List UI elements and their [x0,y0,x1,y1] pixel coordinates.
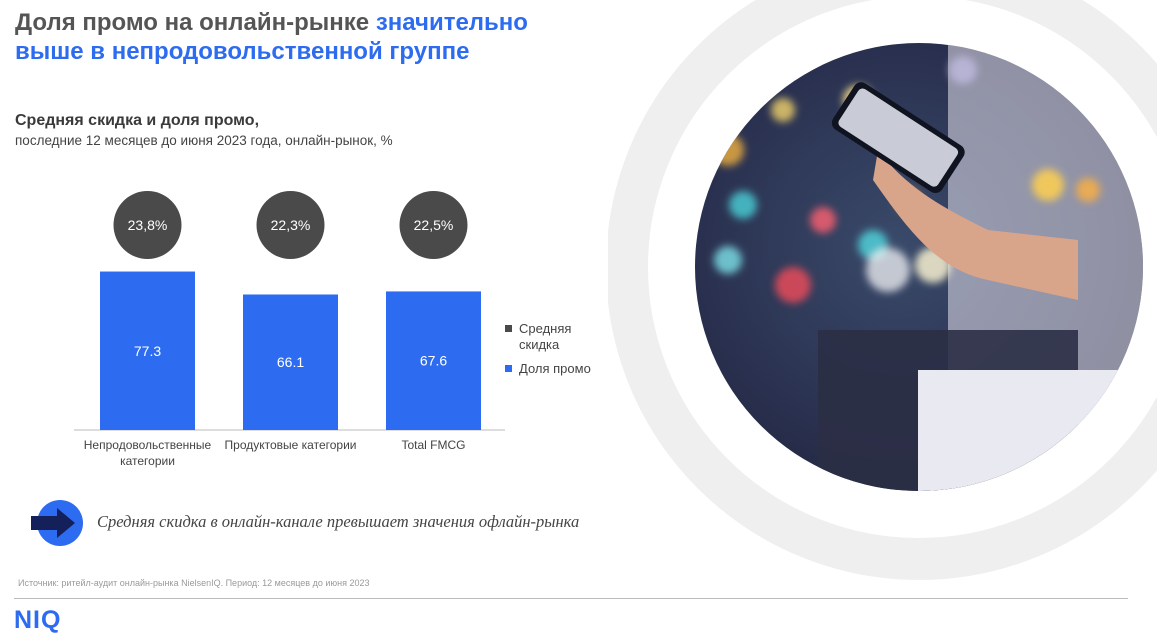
legend-swatch-discount [505,325,512,332]
discount-value-label: 23,8% [128,217,168,233]
bar-promo [243,294,338,430]
legend-label-discount-line2: скидка [519,337,560,352]
legend-item-discount: Средняя скидка [505,321,591,353]
legend-swatch-promo [505,365,512,372]
niq-logo: NIQ [14,606,62,634]
discount-marker [399,191,468,259]
bar-promo [100,271,195,430]
hero-photo [608,0,1157,580]
category-label: Продуктовые категории [225,438,357,452]
legend-item-promo: Доля промо [505,361,591,377]
source-note: Источник: ритейл-аудит онлайн-рынка Niel… [18,578,370,588]
bar-chart: 77.3 23,8% Непродовольственные категории 66.… [74,191,505,468]
category-label: Непродовольственные категории [84,438,212,468]
bar-promo [386,291,481,430]
discount-marker [256,191,325,259]
arrow-right-icon [31,500,83,546]
title-highlight-line1: значительно [375,9,528,36]
chart-subtitle: последние 12 месяцев до июня 2023 года, … [15,133,393,148]
chart-legend: Средняя скидка Доля промо [505,321,591,377]
page-title: Доля промо на онлайн-рынке значительно в… [15,8,528,66]
title-highlight-line2: выше в непродовольственной группе [15,38,470,65]
chart-title: Средняя скидка и доля промо, [15,112,260,129]
bar-value-label: 66.1 [277,354,304,370]
title-part1: Доля промо на онлайн-рынке [15,9,376,36]
footer-divider [14,598,1128,599]
bar-value-label: 77.3 [134,343,161,359]
bar-value-label: 67.6 [420,353,447,369]
legend-label-promo: Доля промо [519,361,591,376]
legend-label-discount-line1: Средняя [519,321,572,336]
discount-value-label: 22,3% [271,217,311,233]
category-label: Total FMCG [401,438,465,452]
key-insight-note: Средняя скидка в онлайн-канале превышает… [97,512,580,531]
discount-marker [113,191,182,259]
discount-value-label: 22,5% [414,217,454,233]
